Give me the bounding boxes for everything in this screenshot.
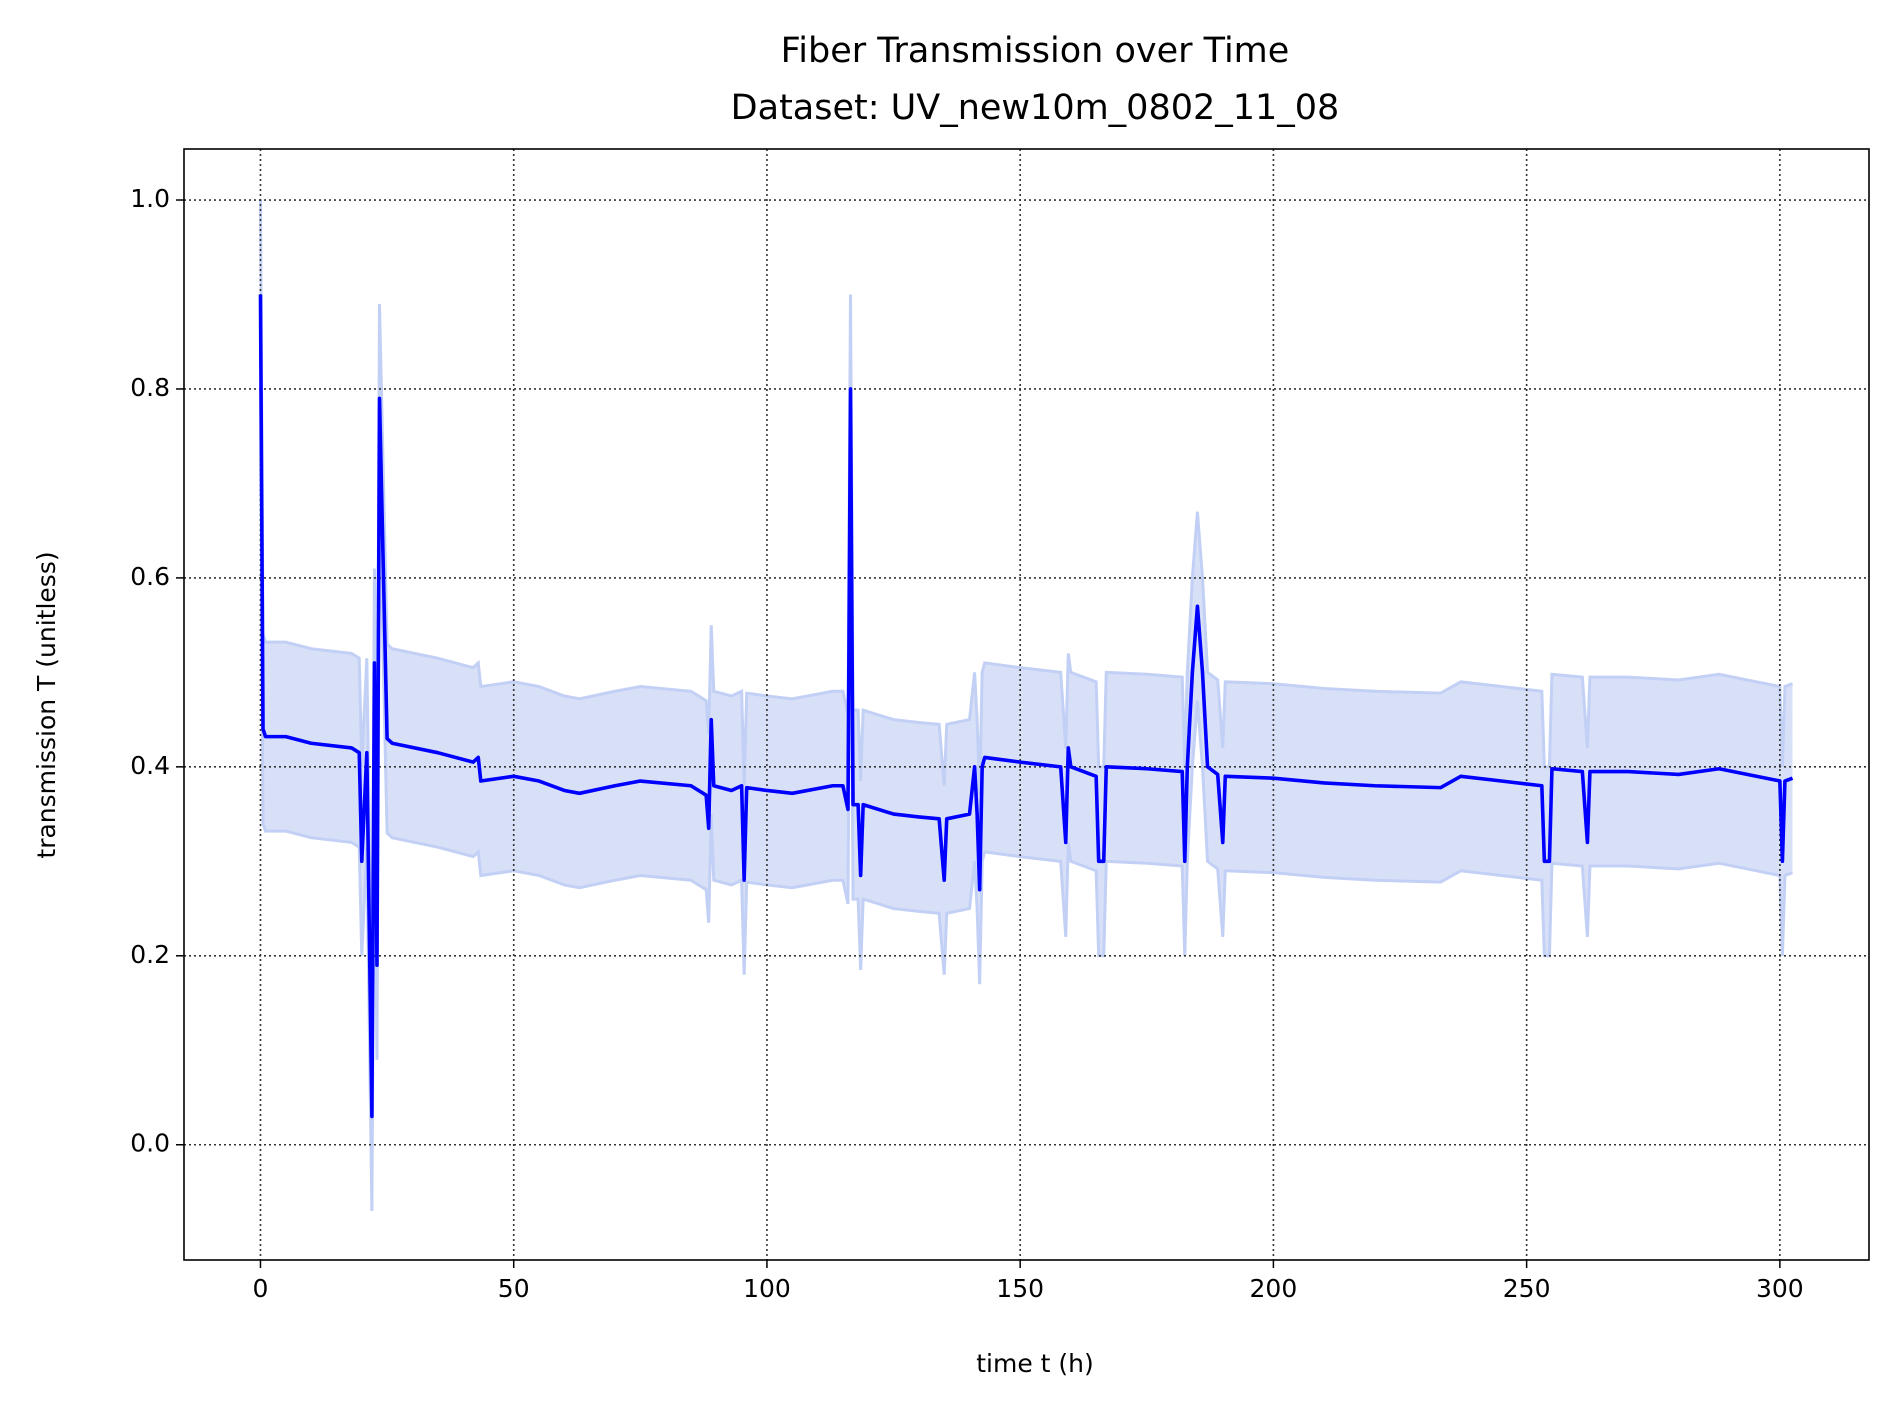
y-axis-label: transmission T (unitless) [32, 551, 61, 858]
y-tick-label: 0.4 [130, 751, 170, 780]
y-tick-label: 0.0 [130, 1129, 170, 1158]
confidence-band [260, 200, 1793, 1211]
chart-subtitle: Dataset: UV_new10m_0802_11_08 [731, 88, 1340, 128]
y-tick-label: 1.0 [130, 184, 170, 213]
x-tick-label: 300 [1756, 1274, 1804, 1303]
band-upper-edge [258, 200, 1794, 1022]
x-tick-label: 50 [498, 1274, 530, 1303]
plot-frame [183, 148, 1870, 1261]
x-tick-label: 250 [1503, 1274, 1551, 1303]
y-tick-label: 0.6 [130, 562, 170, 591]
data-line [258, 294, 1794, 1119]
band-lower-edge [258, 388, 1794, 1211]
x-axis-label: time t (h) [976, 1349, 1094, 1378]
x-tick-label: 150 [996, 1274, 1044, 1303]
x-tick-label: 100 [743, 1274, 791, 1303]
x-tick-label: 200 [1250, 1274, 1298, 1303]
chart-title: Fiber Transmission over Time [781, 31, 1290, 71]
y-tick-label: 0.8 [130, 373, 170, 402]
x-tick-label: 0 [253, 1274, 269, 1303]
y-tick-label: 0.2 [130, 940, 170, 969]
